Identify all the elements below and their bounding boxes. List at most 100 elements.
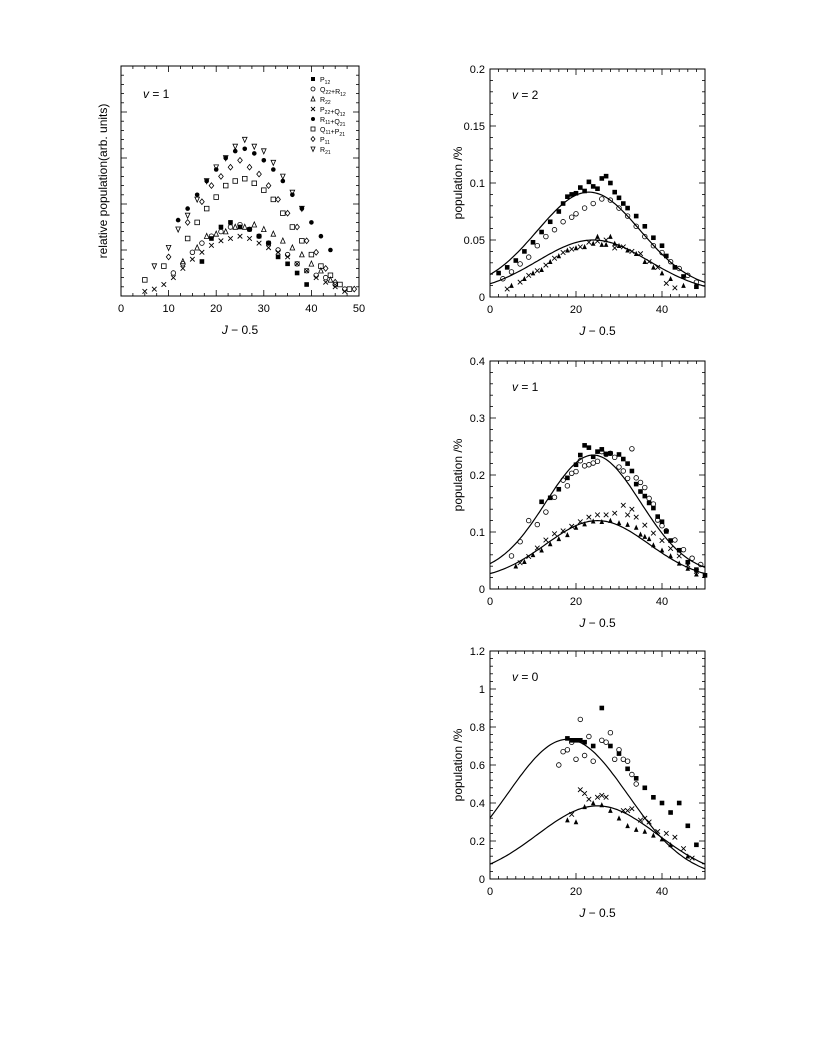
- data-point: [693, 568, 700, 574]
- data-point: [586, 239, 592, 245]
- data-point: [616, 242, 622, 248]
- data-point: [310, 86, 316, 92]
- data-point: [577, 519, 583, 525]
- data-point: [689, 555, 695, 561]
- data-point: [260, 225, 267, 233]
- data-point: [624, 512, 631, 518]
- data-point: [629, 806, 635, 812]
- data-point: [594, 238, 601, 244]
- y-tick-label: 0.6: [470, 760, 485, 772]
- data-point: [608, 180, 613, 186]
- data-point: [289, 243, 296, 251]
- data-point: [294, 261, 300, 267]
- data-point: [573, 756, 579, 762]
- data-point: [318, 263, 324, 269]
- data-series: [539, 443, 708, 578]
- data-point: [543, 233, 549, 240]
- y-axis-label: population /%: [451, 728, 465, 801]
- data-point: [694, 571, 699, 577]
- data-point: [573, 738, 579, 743]
- x-tick-label: 50: [353, 303, 365, 315]
- data-point: [270, 230, 277, 237]
- data-point: [633, 514, 639, 520]
- data-point: [237, 221, 243, 228]
- data-point: [625, 247, 630, 253]
- data-point: [246, 163, 253, 171]
- legend-label: P22+Q12: [320, 107, 346, 118]
- data-point: [573, 462, 579, 468]
- data-point: [332, 278, 339, 286]
- data-point: [275, 249, 281, 255]
- data-point: [232, 178, 238, 184]
- data-point: [664, 253, 669, 259]
- data-point: [676, 265, 682, 272]
- data-point: [663, 280, 669, 286]
- data-point: [526, 272, 532, 278]
- data-point: [227, 235, 234, 242]
- data-point: [608, 807, 613, 813]
- data-point: [556, 253, 562, 259]
- x-tick-label: 0: [118, 303, 124, 315]
- legend-label: R22: [320, 97, 331, 106]
- data-point: [595, 233, 600, 239]
- data-point: [659, 800, 665, 806]
- data-point: [508, 269, 515, 275]
- x-tick-label: 0: [487, 596, 493, 608]
- data-point: [629, 468, 635, 474]
- data-point: [289, 189, 296, 197]
- data-point: [659, 243, 665, 248]
- y-axis-label: population /%: [451, 438, 465, 511]
- data-point: [668, 553, 673, 559]
- data-point: [547, 495, 553, 501]
- data-point: [698, 561, 704, 568]
- y-tick-label: 0: [479, 292, 485, 304]
- data-point: [633, 524, 639, 530]
- data-point: [517, 279, 523, 285]
- data-point: [663, 528, 669, 534]
- data-point: [582, 739, 587, 745]
- data-point: [294, 270, 300, 276]
- data-point: [517, 261, 523, 267]
- axis-ticks: [489, 650, 706, 880]
- data-point: [642, 224, 648, 229]
- data-point: [151, 286, 157, 292]
- data-point: [504, 265, 510, 270]
- data-point: [308, 251, 315, 258]
- data-point: [311, 117, 315, 121]
- data-point: [313, 274, 319, 281]
- data-point: [194, 192, 200, 198]
- data-point: [625, 521, 630, 527]
- data-point: [279, 173, 286, 181]
- data-point: [689, 855, 695, 861]
- data-point: [599, 737, 605, 743]
- data-point: [676, 800, 682, 806]
- data-point: [629, 506, 635, 512]
- data-point: [189, 249, 196, 255]
- data-point: [184, 218, 191, 226]
- data-point: [539, 547, 544, 553]
- data-point: [578, 452, 583, 458]
- data-point: [625, 823, 630, 829]
- data-point: [530, 552, 536, 558]
- x-tick-label: 20: [570, 596, 582, 608]
- data-point: [694, 842, 699, 848]
- y-tick-label: 1: [479, 684, 485, 696]
- data-point: [298, 205, 305, 213]
- data-point: [599, 518, 605, 525]
- legend-label: P11: [320, 137, 330, 146]
- x-tick-label: 0: [487, 886, 493, 898]
- data-point: [261, 158, 267, 163]
- x-tick-label: 20: [570, 304, 582, 316]
- data-point: [322, 264, 329, 272]
- legend-label: P12: [320, 77, 330, 86]
- data-point: [508, 553, 515, 559]
- x-tick-label: 20: [210, 303, 222, 315]
- data-point: [337, 281, 343, 288]
- data-point: [581, 752, 588, 759]
- x-tick-label: 30: [258, 303, 270, 315]
- data-point: [620, 244, 626, 250]
- data-series: [504, 237, 678, 292]
- data-point: [241, 136, 248, 144]
- data-point: [651, 264, 656, 270]
- data-point: [573, 819, 579, 825]
